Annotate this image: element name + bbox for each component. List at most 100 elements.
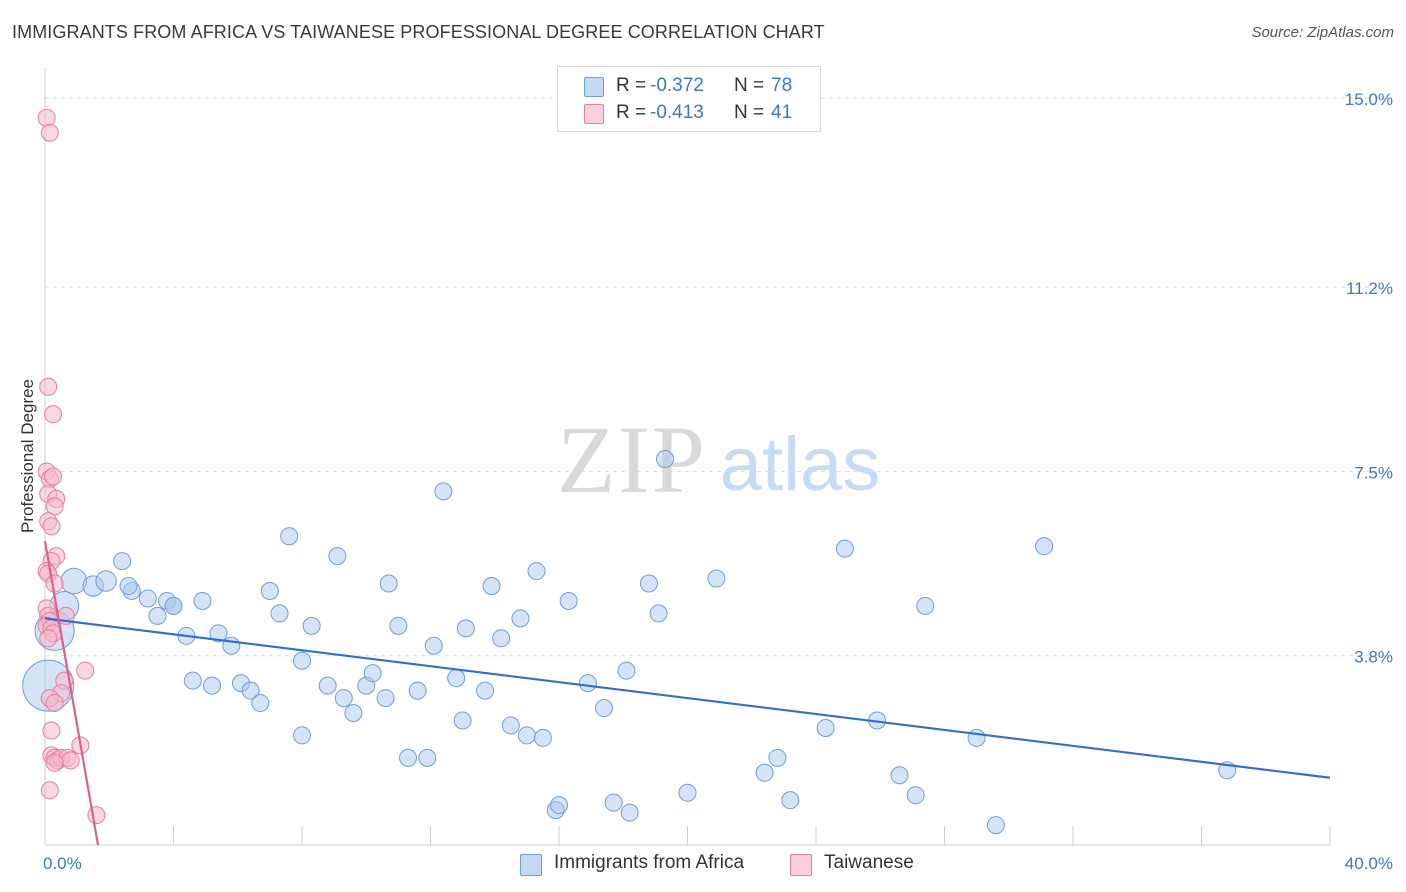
taiwanese-point [42,517,61,536]
africa-point [399,748,418,767]
africa-point [578,674,597,693]
africa-point [1035,537,1054,556]
africa-point [707,569,726,588]
africa-point [251,694,270,713]
watermark-atlas: atlas [720,422,881,507]
africa-point [424,636,443,655]
taiwanese-point [45,694,64,713]
series-label-taiwanese: Taiwanese [824,852,914,873]
africa-point [183,671,202,690]
taiwanese-point [87,806,106,825]
taiwanese-point [45,753,64,772]
series-label-africa: Immigrants from Africa [554,852,745,873]
africa-point [328,547,347,566]
africa-point [376,689,395,708]
africa-point [241,681,260,700]
africa-point [203,676,222,695]
taiwanese-point [40,123,59,142]
africa-point [408,681,427,700]
africa-point [967,728,986,747]
legend-r-label: R = [616,102,647,123]
africa-point [280,527,299,546]
africa-point [816,718,835,737]
legend-n-label: N = [734,75,765,96]
africa-point [334,689,353,708]
taiwanese-point [76,661,95,680]
taiwanese-point [40,781,59,800]
legend-r-label: R = [616,75,647,96]
legend-swatch-taiwanese [584,104,604,124]
trend-lines [43,540,1331,846]
taiwanese-point [39,377,58,396]
legend-n-value: 41 [771,102,793,123]
africa-point [363,664,382,683]
taiwanese-point [61,751,80,770]
africa-point [594,699,613,718]
africa-point [113,552,132,571]
gridlines [45,97,1392,657]
africa-point [482,577,501,596]
y-tick-label: 15.0% [1345,90,1393,109]
axis-labels: 3.8% 7.5% 11.2% 15.0% 0.0% 40.0% Professional … [18,90,1393,873]
africa-point [639,574,658,593]
legend-n-label: N = [734,102,765,123]
taiwanese-point [45,574,64,593]
africa-point [119,577,138,596]
africa-point [890,766,909,785]
trend-line-africa [44,617,1331,779]
africa-point [511,609,530,628]
africa-point [517,726,536,745]
taiwanese-point [37,108,56,127]
africa-point [916,596,935,615]
y-axis-label: Professional Degree [18,379,37,533]
watermark: ZIP atlas [557,406,880,513]
series-swatch-taiwanese [790,854,812,876]
axes [44,68,1331,846]
africa-point [492,629,511,648]
taiwanese-point [44,405,63,424]
africa-point [559,591,578,610]
africa-point [293,651,311,670]
africa-point [768,748,787,767]
africa-point [617,661,636,680]
africa-point [620,803,639,822]
taiwanese-point [42,721,61,740]
africa-point [476,681,495,700]
africa-point [344,704,363,723]
africa-point [148,606,167,625]
africa-point [453,711,472,730]
africa-point [649,604,668,623]
x-tick-label-max: 40.0% [1345,854,1393,873]
africa-point [434,482,453,501]
y-tick-label: 7.5% [1354,463,1393,482]
africa-point [293,726,311,745]
africa-point [418,748,437,767]
legend-swatch-africa [584,77,604,97]
x-tick-label-min: 0.0% [43,854,82,873]
africa-point [533,728,552,747]
africa-point [270,604,289,623]
africa-point [781,791,800,810]
chart-title: IMMIGRANTS FROM AFRICA VS TAIWANESE PROF… [12,22,825,42]
y-tick-label: 11.2% [1346,279,1393,298]
watermark-zip: ZIP [557,406,707,513]
africa-point [138,589,157,608]
africa-point [656,450,675,469]
stats-legend: R = -0.372 N = 78 R = -0.413 N = 41 [557,66,821,132]
trend-line-taiwanese [43,540,100,846]
africa-point [456,619,475,638]
source-credit: Source: ZipAtlas.com [1251,24,1394,41]
taiwanese-point [45,497,64,516]
legend-n-value: 78 [771,75,793,96]
africa-point [60,567,88,595]
africa-point [527,562,546,581]
africa-point [835,539,854,558]
africa-point [164,596,183,615]
africa-point [209,624,228,643]
africa-point [986,816,1005,835]
africa-point [389,616,408,635]
africa-point [379,574,398,593]
africa-point [678,783,697,802]
taiwanese-point [44,467,63,486]
